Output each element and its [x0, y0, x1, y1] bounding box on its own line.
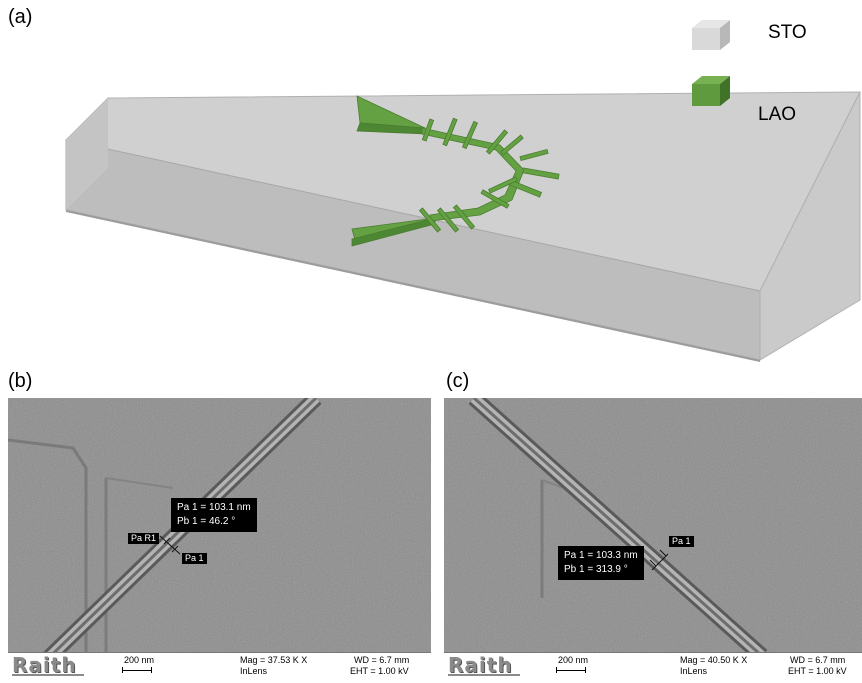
sem-databar: Raith 200 nm Mag = 40.50 K X InLens WD =…	[444, 652, 862, 678]
measurement-angle: Pb 1 = 46.2 °	[177, 516, 236, 527]
substrate-schematic	[64, 91, 861, 362]
marker-tag-r1: Pa R1	[128, 533, 160, 544]
sto-legend-swatch	[692, 20, 730, 50]
scale-label: 200 nm	[558, 655, 589, 665]
scale-label: 200 nm	[124, 655, 155, 665]
sto-substrate-left-edge	[66, 98, 108, 210]
sto-legend-label: STO	[768, 22, 807, 43]
working-distance: WD = 6.7 mm	[790, 655, 846, 665]
eht-voltage: EHT = 1.00 kV	[350, 666, 409, 676]
panel-label-b: (b)	[8, 370, 33, 392]
raith-logo: Raith	[12, 653, 77, 677]
measurement-width: Pa 1 = 103.1 nm	[177, 502, 251, 513]
detector: InLens	[240, 666, 268, 676]
measurement-box: Pa 1 = 103.3 nm Pb 1 = 313.9 °	[558, 546, 644, 580]
sto-substrate-right-side	[759, 91, 861, 361]
sem-image-b: Pa 1 = 103.1 nm Pb 1 = 46.2 ° Pa R1 Pa 1…	[8, 398, 431, 678]
scale-bar	[556, 667, 586, 673]
marker-tag-p1: Pa 1	[669, 536, 694, 547]
measurement-angle: Pb 1 = 313.9 °	[564, 564, 628, 575]
sem-image-c: Pa 1 = 103.3 nm Pb 1 = 313.9 ° Pa 1 Rait…	[444, 398, 862, 678]
detector: InLens	[680, 666, 708, 676]
panel-label-a: (a)	[8, 6, 33, 28]
measurement-box: Pa 1 = 103.1 nm Pb 1 = 46.2 °	[171, 498, 257, 532]
panel-label-c: (c)	[446, 370, 470, 392]
working-distance: WD = 6.7 mm	[354, 655, 410, 665]
measurement-width: Pa 1 = 103.3 nm	[564, 550, 638, 561]
magnification: Mag = 37.53 K X	[240, 655, 308, 665]
lao-legend-swatch	[692, 76, 730, 106]
lao-legend-label: LAO	[758, 104, 797, 125]
scale-bar	[122, 667, 152, 673]
eht-voltage: EHT = 1.00 kV	[788, 666, 847, 676]
raith-logo: Raith	[448, 653, 513, 677]
lao-structure	[351, 95, 560, 247]
sem-databar: Raith 200 nm Mag = 37.53 K X InLens WD =…	[8, 652, 431, 678]
magnification: Mag = 40.50 K X	[680, 655, 748, 665]
marker-tag-p1: Pa 1	[182, 553, 207, 564]
